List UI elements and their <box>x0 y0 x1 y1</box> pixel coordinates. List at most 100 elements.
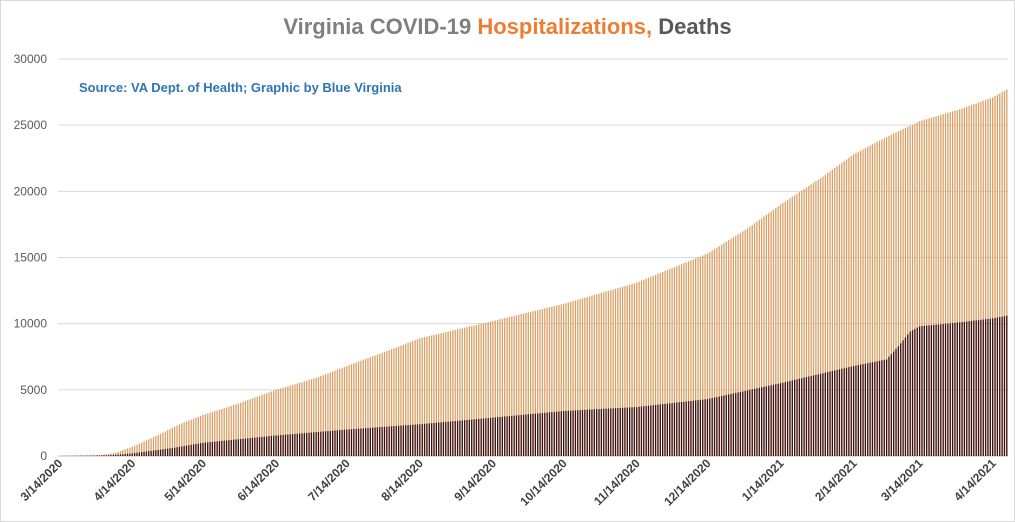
hospitalizations-bar <box>284 387 287 456</box>
deaths-bar <box>765 386 768 456</box>
deaths-bar <box>426 423 428 456</box>
deaths-bar <box>1006 315 1008 456</box>
hospitalizations-bar <box>803 188 805 456</box>
deaths-bar <box>949 323 951 456</box>
hospitalizations-bar <box>928 118 930 456</box>
deaths-bar <box>638 406 640 456</box>
hospitalizations-bar <box>322 375 324 456</box>
deaths-bar <box>657 404 659 456</box>
deaths-bar <box>923 325 925 456</box>
deaths-bar <box>860 364 862 456</box>
deaths-bar <box>603 408 605 456</box>
deaths-bar <box>242 438 244 456</box>
deaths-bar <box>520 414 522 456</box>
deaths-bar <box>768 385 770 456</box>
deaths-bar <box>581 409 584 456</box>
deaths-bar <box>600 408 603 456</box>
deaths-bar <box>989 318 991 456</box>
deaths-bar <box>819 373 822 456</box>
hospitalizations-bar <box>984 99 987 457</box>
deaths-bar <box>174 447 176 456</box>
hospitalizations-bar <box>732 237 735 456</box>
x-tick-label: 4/14/2020 <box>91 456 139 504</box>
hospitalizations-bar <box>824 174 826 456</box>
hospitalizations-bar <box>181 423 183 456</box>
deaths-bar <box>980 319 982 456</box>
hospitalizations-bar <box>786 199 789 457</box>
hospitalizations-bar <box>848 157 850 456</box>
hospitalizations-bar <box>124 449 126 456</box>
hospitalizations-bar <box>638 281 640 456</box>
y-tick-label: 25000 <box>14 118 48 132</box>
deaths-bar <box>449 421 452 456</box>
deaths-bar <box>1003 316 1006 456</box>
x-tick-label: 5/14/2020 <box>161 456 209 504</box>
deaths-bar <box>199 443 202 456</box>
hospitalizations-bar <box>907 126 909 457</box>
hospitalizations-bar <box>518 314 520 456</box>
deaths-bar <box>692 400 694 456</box>
hospitalizations-bar <box>452 330 454 456</box>
hospitalizations-bar <box>857 151 859 456</box>
deaths-bar <box>1001 316 1003 456</box>
deaths-bar <box>633 407 636 456</box>
deaths-bar <box>541 412 544 456</box>
hospitalizations-bar <box>258 395 261 456</box>
hospitalizations-bar <box>808 185 810 456</box>
deaths-bar <box>218 441 221 456</box>
hospitalizations-bar <box>159 433 162 456</box>
hospitalizations-bar <box>598 293 600 456</box>
hospitalizations-bar <box>897 131 900 456</box>
hospitalizations-bar <box>251 398 254 456</box>
y-axis-ticks: 0 5000 10000 15000 20000 25000 30000 <box>14 52 48 463</box>
deaths-bar <box>103 455 105 456</box>
hospitalizations-bar <box>951 111 954 456</box>
deaths-bar <box>874 361 876 456</box>
deaths-bar <box>511 415 513 456</box>
hospitalizations-bar <box>836 166 838 456</box>
hospitalizations-bar <box>996 94 999 456</box>
hospitalizations-bar <box>904 127 907 456</box>
deaths-bar <box>395 425 397 456</box>
hospitalizations-bar <box>761 218 763 456</box>
deaths-bar <box>739 391 742 456</box>
deaths-bar <box>329 430 331 456</box>
deaths-bar <box>263 436 265 456</box>
deaths-bar <box>716 397 718 456</box>
deaths-bar <box>341 429 343 456</box>
deaths-bar <box>313 432 315 456</box>
hospitalizations-bar <box>112 453 115 456</box>
title-virginia-covid: Virginia COVID-19 <box>283 14 478 39</box>
hospitalizations-bar <box>819 178 822 456</box>
hospitalizations-bar <box>926 119 928 456</box>
hospitalizations-bar <box>650 276 652 456</box>
deaths-bar <box>690 400 692 456</box>
deaths-bar <box>850 366 852 456</box>
deaths-bar <box>791 380 793 456</box>
hospitalizations-bar <box>923 119 925 457</box>
hospitalizations-bar <box>878 140 881 456</box>
hospitalizations-bar <box>562 303 565 456</box>
hospitalizations-bar <box>570 301 572 456</box>
hospitalizations-bar <box>247 400 249 456</box>
hospitalizations-bar <box>456 329 459 456</box>
x-tick-label: 8/14/2020 <box>378 456 426 504</box>
hospitalizations-bar <box>211 411 214 456</box>
deaths-bar <box>805 377 808 456</box>
x-tick-label: 3/14/2020 <box>18 456 66 504</box>
hospitalizations-bar <box>145 440 148 456</box>
hospitalizations-bar <box>845 159 848 457</box>
hospitalizations-bar <box>409 341 412 456</box>
hospitalizations-bar <box>199 415 202 456</box>
hospitalizations-bar <box>810 184 812 456</box>
deaths-bar <box>287 434 289 456</box>
deaths-bar <box>141 452 143 456</box>
hospitalizations-bar <box>572 301 574 456</box>
deaths-bar <box>155 450 157 456</box>
deaths-bar <box>322 431 324 456</box>
hospitalizations-bar <box>129 447 131 456</box>
hospitalizations-bar <box>475 324 478 456</box>
deaths-bar <box>718 396 720 456</box>
hospitalizations-bar <box>862 149 864 457</box>
hospitalizations-bar <box>157 434 159 456</box>
